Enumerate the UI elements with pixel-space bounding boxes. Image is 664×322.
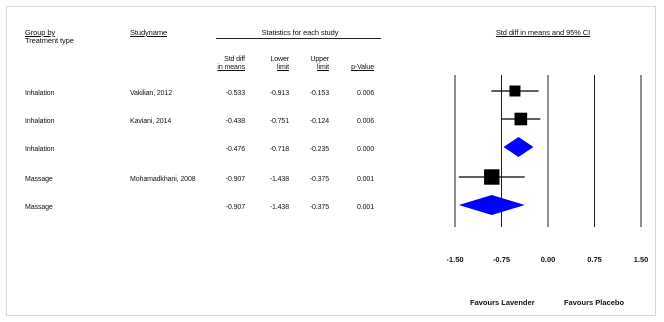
x-tick-label-1: -1.50 [446, 255, 463, 264]
x-tick-label-2: -0.75 [493, 255, 510, 264]
x-tick-label-4: 0.75 [587, 255, 602, 264]
favours-placebo-label: Favours Placebo [564, 298, 624, 307]
favours-lavender-label: Favours Lavender [470, 298, 535, 307]
summary-diamond-5 [459, 195, 525, 215]
summary-diamond-3 [503, 137, 533, 157]
study-marker-1 [509, 86, 520, 97]
study-marker-2 [515, 113, 528, 126]
x-tick-label-5: 1.50 [634, 255, 649, 264]
x-tick-label-3: 0.00 [541, 255, 556, 264]
study-marker-4 [484, 169, 499, 184]
